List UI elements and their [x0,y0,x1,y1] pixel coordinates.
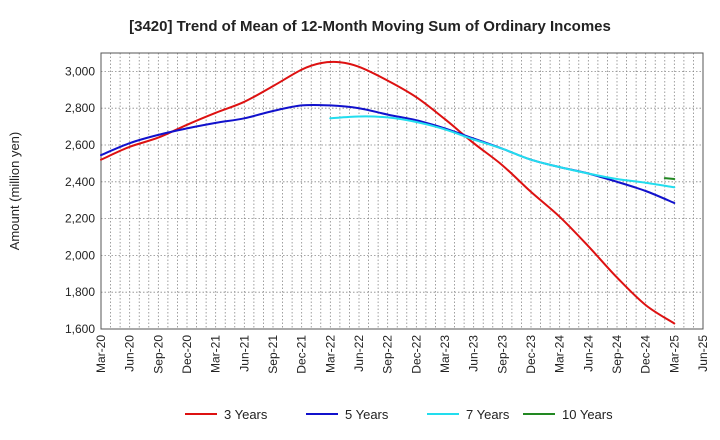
x-tick-label: Dec-23 [524,335,538,374]
x-tick-label: Sep-21 [266,335,280,374]
legend-label: 3 Years [224,407,268,422]
x-tick-label: Jun-20 [123,335,137,372]
y-tick-label: 2,400 [65,175,95,189]
legend-item-7-years: 7 Years [427,407,510,422]
x-tick-label: Jun-21 [237,335,251,372]
x-tick-label: Jun-24 [581,335,595,372]
y-tick-label: 2,600 [65,138,95,152]
x-tick-label: Mar-24 [553,335,567,373]
legend-label: 5 Years [345,407,389,422]
x-tick-label: Mar-22 [323,335,337,373]
series-line-7-years [329,115,676,189]
x-tick-label: Mar-25 [667,335,681,373]
legend-item-3-years: 3 Years [185,407,268,422]
x-tick-label: Dec-21 [295,335,309,374]
x-tick-label: Dec-20 [180,335,194,374]
x-tick-label: Mar-21 [209,335,223,373]
y-tick-label: 1,800 [65,285,95,299]
grid-layer [100,53,704,330]
chart-title: [3420] Trend of Mean of 12-Month Moving … [129,18,611,35]
legend-label: 10 Years [562,407,613,422]
x-tick-label: Sep-22 [381,335,395,374]
series-line-10-years [663,177,676,180]
x-tick-label: Jun-25 [696,335,710,372]
y-tick-label: 1,600 [65,322,95,336]
y-axis-label: Amount (million yen) [7,132,22,251]
plot-area [100,52,704,330]
x-tick-label: Mar-23 [438,335,452,373]
series-line-3-years [100,60,676,325]
legend-label: 7 Years [466,407,510,422]
x-tick-label: Sep-24 [610,335,624,374]
x-tick-label: Sep-23 [495,335,509,374]
x-tick-label: Mar-20 [94,335,108,373]
x-tick-labels: Mar-20 Jun-20 Sep-20 Dec-20 Mar-21 Jun-21 Sep-… [94,335,710,374]
y-tick-label: 2,200 [65,212,95,226]
x-tick-label: Dec-24 [639,335,653,374]
y-tick-label: 2,000 [65,248,95,262]
y-tick-labels: 1,600 1,800 2,000 2,200 2,400 2,600 2,800 3,000 [65,64,95,336]
y-tick-label: 3,000 [65,64,95,78]
x-tick-label: Jun-22 [352,335,366,372]
series-layer [100,60,676,325]
x-tick-label: Dec-22 [409,335,423,374]
x-tick-label: Sep-20 [151,335,165,374]
legend-item-10-years: 10 Years [523,407,613,422]
legend: 3 Years 5 Years 7 Years 10 Years [185,407,613,422]
x-tick-label: Jun-23 [467,335,481,372]
y-tick-label: 2,800 [65,101,95,115]
legend-item-5-years: 5 Years [306,407,389,422]
